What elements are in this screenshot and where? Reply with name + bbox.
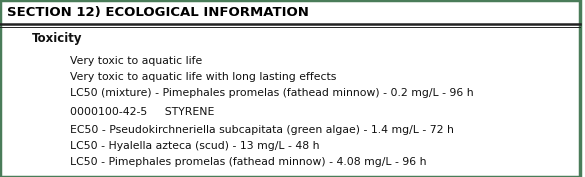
Text: 0000100-42-5     STYRENE: 0000100-42-5 STYRENE [70,107,214,117]
Text: Toxicity: Toxicity [32,32,82,45]
Text: LC50 - Hyalella azteca (scud) - 13 mg/L - 48 h: LC50 - Hyalella azteca (scud) - 13 mg/L … [70,141,319,151]
Text: Very toxic to aquatic life: Very toxic to aquatic life [70,56,202,66]
Text: LC50 - Pimephales promelas (fathead minnow) - 4.08 mg/L - 96 h: LC50 - Pimephales promelas (fathead minn… [70,157,426,167]
Text: SECTION 12) ECOLOGICAL INFORMATION: SECTION 12) ECOLOGICAL INFORMATION [7,6,309,19]
Text: LC50 (mixture) - Pimephales promelas (fathead minnow) - 0.2 mg/L - 96 h: LC50 (mixture) - Pimephales promelas (fa… [70,88,473,98]
Text: Very toxic to aquatic life with long lasting effects: Very toxic to aquatic life with long las… [70,72,336,82]
Text: EC50 - Pseudokirchneriella subcapitata (green algae) - 1.4 mg/L - 72 h: EC50 - Pseudokirchneriella subcapitata (… [70,125,453,135]
